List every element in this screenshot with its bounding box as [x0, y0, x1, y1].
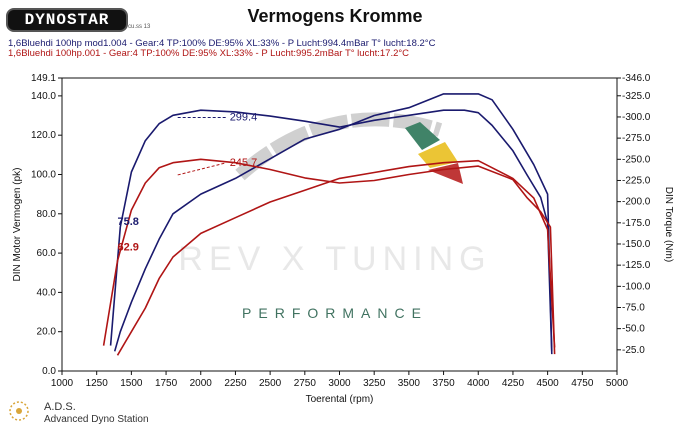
x-tick-label: 4500 [537, 378, 560, 389]
x-tick-label: 3750 [432, 378, 455, 389]
y-left-tick-label: 140.0 [31, 91, 56, 102]
brand-subtext: cu.ss 13 [128, 24, 151, 30]
y-right-tick-label: -175.0 [622, 218, 651, 229]
y-right-tick-label: -275.0 [622, 133, 651, 144]
dynostar-logo: DYNOSTAR [6, 8, 128, 32]
series-line-torque-stock [102, 158, 556, 355]
y-right-tick-label: -346.0 [622, 73, 651, 84]
annotation-label: 299.4 [230, 111, 258, 123]
x-tick-label: 3000 [328, 378, 351, 389]
x-tick-label: 2750 [294, 378, 317, 389]
x-tick-label: 4250 [502, 378, 525, 389]
annotation-label: 75.8 [118, 216, 139, 228]
y-right-axis-label: DIN Torque (Nm) [663, 187, 674, 262]
y-left-tick-label: 149.1 [31, 73, 56, 84]
y-right-tick-label: -150.0 [622, 239, 651, 250]
series-line-torque-mod [109, 109, 553, 355]
y-left-tick-label: 60.0 [37, 248, 57, 259]
y-right-tick-label: -300.0 [622, 112, 651, 123]
series-line-power-stock [116, 159, 556, 356]
y-right-tick-label: -200.0 [622, 197, 651, 208]
annotation-label: 62.9 [118, 241, 139, 253]
y-left-tick-label: 40.0 [37, 287, 57, 298]
x-tick-label: 1500 [120, 378, 143, 389]
watermark-gauge-yellow [418, 142, 458, 168]
x-axis-label: Toerental (rpm) [306, 394, 374, 405]
y-right-tick-label: -100.0 [622, 281, 651, 292]
y-right-tick-label: -325.0 [622, 91, 651, 102]
x-tick-label: 2000 [190, 378, 213, 389]
y-right-tick-label: -25.0 [622, 345, 645, 356]
x-tick-label: 4750 [571, 378, 594, 389]
y-left-tick-label: 0.0 [42, 366, 56, 377]
y-left-tick-label: 20.0 [37, 327, 57, 338]
footer-subtitle: Advanced Dyno Station [44, 414, 149, 425]
y-left-tick-label: 100.0 [31, 169, 56, 180]
x-tick-label: 2500 [259, 378, 282, 389]
y-left-axis-label: DIN Motor Vermogen (pk) [12, 168, 23, 282]
y-right-tick-label: -75.0 [622, 302, 645, 313]
run-info-mod: 1,6Bluehdi 100hp mod1.004 - Gear:4 TP:10… [8, 38, 436, 49]
watermark-brand-text: REV X TUNING [178, 240, 491, 278]
chart-title: Vermogens Kromme [247, 6, 423, 26]
footer-title: A.D.S. [44, 401, 76, 413]
y-right-tick-label: -225.0 [622, 175, 651, 186]
x-tick-label: 3250 [363, 378, 386, 389]
brand-name: DYNOSTAR [24, 11, 110, 29]
run-info-stock: 1,6Bluehdi 100hp.001 - Gear:4 TP:100% DE… [8, 48, 410, 59]
x-tick-label: 5000 [606, 378, 629, 389]
y-right-tick-label: -125.0 [622, 260, 651, 271]
x-tick-label: 1250 [86, 378, 109, 389]
y-left-tick-label: 120.0 [31, 130, 56, 141]
x-tick-label: 2250 [224, 378, 247, 389]
y-right-tick-label: -50.0 [622, 324, 645, 335]
x-tick-label: 3500 [398, 378, 421, 389]
x-tick-label: 1750 [155, 378, 178, 389]
ads-logo-icon [9, 401, 29, 421]
annotation-label: 245.7 [230, 157, 258, 169]
watermark-tagline: PERFORMANCE [242, 305, 428, 321]
watermark-gauge-arc [235, 112, 443, 181]
x-tick-label: 1000 [51, 378, 74, 389]
annotation-leader [177, 162, 226, 176]
revx-watermark: REV X TUNING PERFORMANCE [178, 112, 491, 321]
x-tick-label: 4000 [467, 378, 490, 389]
series-line-power-mod [113, 93, 553, 352]
y-right-tick-label: -250.0 [622, 154, 651, 165]
y-left-tick-label: 80.0 [37, 209, 57, 220]
watermark-gauge-green [405, 122, 440, 150]
